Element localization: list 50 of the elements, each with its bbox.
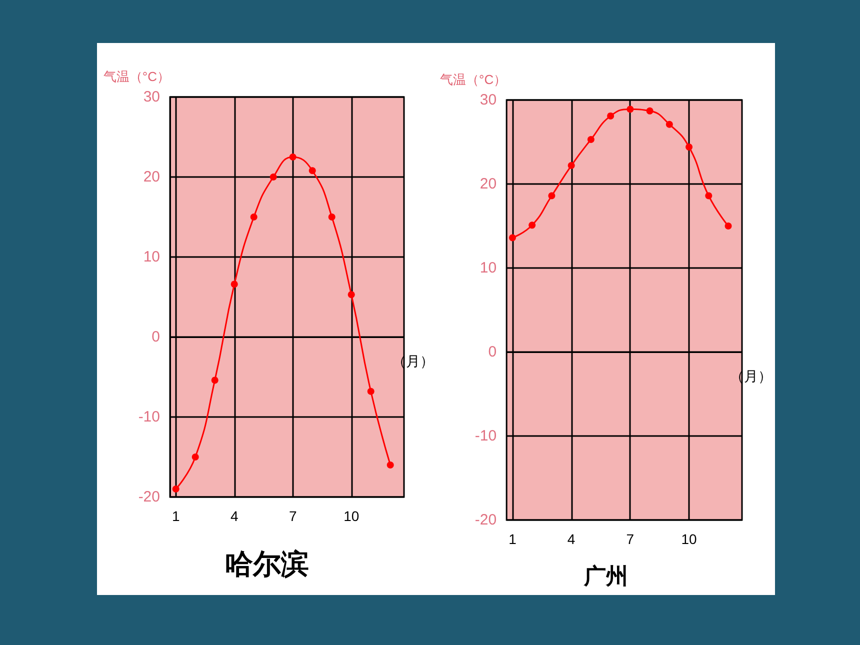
x-tick-label: 4 bbox=[567, 531, 576, 547]
x-axis-title: （月） bbox=[392, 353, 434, 369]
point bbox=[230, 280, 238, 288]
x-tick-label: 4 bbox=[230, 508, 238, 524]
point bbox=[607, 112, 614, 120]
point bbox=[646, 107, 654, 114]
y-tick-label: 20 bbox=[480, 176, 497, 192]
point bbox=[548, 192, 556, 200]
point bbox=[289, 154, 296, 160]
y-tick-label: -20 bbox=[138, 488, 160, 506]
point bbox=[386, 462, 394, 468]
point bbox=[666, 120, 673, 128]
point bbox=[192, 454, 199, 460]
point bbox=[250, 214, 258, 220]
point bbox=[367, 388, 374, 395]
x-tick-label: 10 bbox=[344, 508, 360, 524]
point bbox=[348, 291, 355, 298]
y-axis-title: 气温（°C） bbox=[103, 69, 170, 84]
point bbox=[626, 106, 634, 113]
point bbox=[508, 234, 516, 242]
point bbox=[308, 167, 316, 174]
point bbox=[587, 136, 594, 143]
point bbox=[211, 376, 218, 384]
point bbox=[705, 192, 712, 200]
point bbox=[568, 162, 575, 170]
y-tick-label: 10 bbox=[143, 248, 160, 266]
x-tick-label: 10 bbox=[681, 531, 698, 547]
y-tick-label: 30 bbox=[143, 88, 160, 106]
text: 广州 bbox=[583, 564, 628, 590]
point bbox=[528, 222, 536, 229]
y-tick-label: 0 bbox=[152, 328, 160, 346]
y-tick-label: -10 bbox=[474, 428, 497, 444]
y-tick-label: 10 bbox=[480, 260, 497, 276]
x-tick-label: 7 bbox=[288, 508, 297, 524]
y-tick-label: 20 bbox=[143, 168, 160, 186]
text: 哈尔滨 bbox=[225, 548, 309, 580]
y-tick-label: 30 bbox=[480, 92, 497, 108]
x-tick-label: 1 bbox=[172, 508, 180, 524]
point bbox=[724, 222, 732, 230]
x-axis-title: （月） bbox=[730, 368, 772, 384]
y-tick-label: -20 bbox=[474, 512, 497, 528]
y-tick-label: 0 bbox=[488, 344, 497, 360]
point bbox=[686, 144, 693, 151]
point bbox=[270, 174, 277, 180]
point bbox=[172, 486, 180, 492]
x-tick-label: 1 bbox=[508, 531, 517, 547]
point bbox=[328, 214, 336, 220]
x-tick-label: 7 bbox=[626, 531, 634, 547]
y-axis-title: 气温（°C） bbox=[440, 72, 507, 87]
y-tick-label: -10 bbox=[138, 408, 160, 426]
